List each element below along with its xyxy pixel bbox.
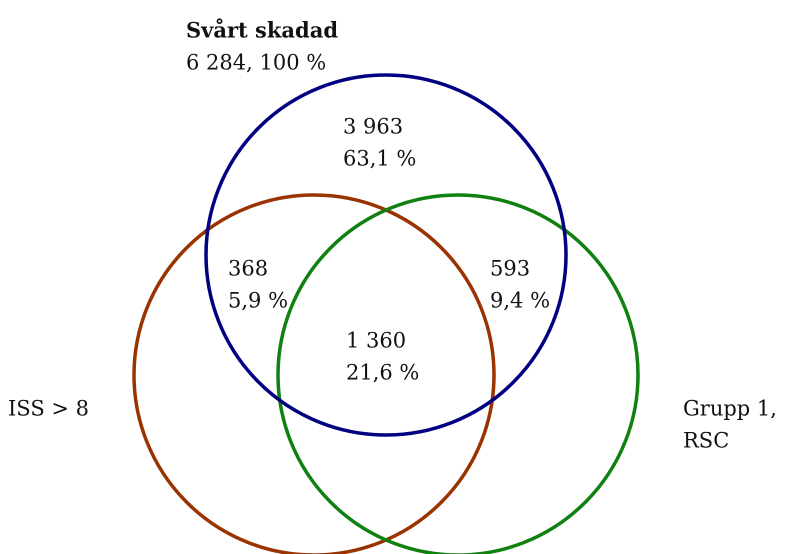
set-label: RSC bbox=[683, 429, 729, 453]
region-percent: 5,9 % bbox=[228, 289, 288, 313]
set-label: Grupp 1, bbox=[683, 397, 777, 421]
region-count: 3 963 bbox=[343, 115, 403, 139]
set-label: ISS > 8 bbox=[8, 397, 89, 421]
set-circle-grupp bbox=[276, 193, 640, 554]
region-percent: 63,1 % bbox=[343, 147, 416, 171]
set-total: 6 284, 100 % bbox=[186, 51, 326, 75]
set-circle-iss bbox=[132, 193, 496, 554]
region-count: 1 360 bbox=[346, 329, 406, 353]
region-count: 593 bbox=[490, 257, 530, 281]
region-percent: 21,6 % bbox=[346, 361, 419, 385]
region-percent: 9,4 % bbox=[490, 289, 550, 313]
set-circle-svart bbox=[204, 73, 568, 437]
region-count: 368 bbox=[228, 257, 268, 281]
set-label: Svårt skadad bbox=[186, 18, 338, 43]
